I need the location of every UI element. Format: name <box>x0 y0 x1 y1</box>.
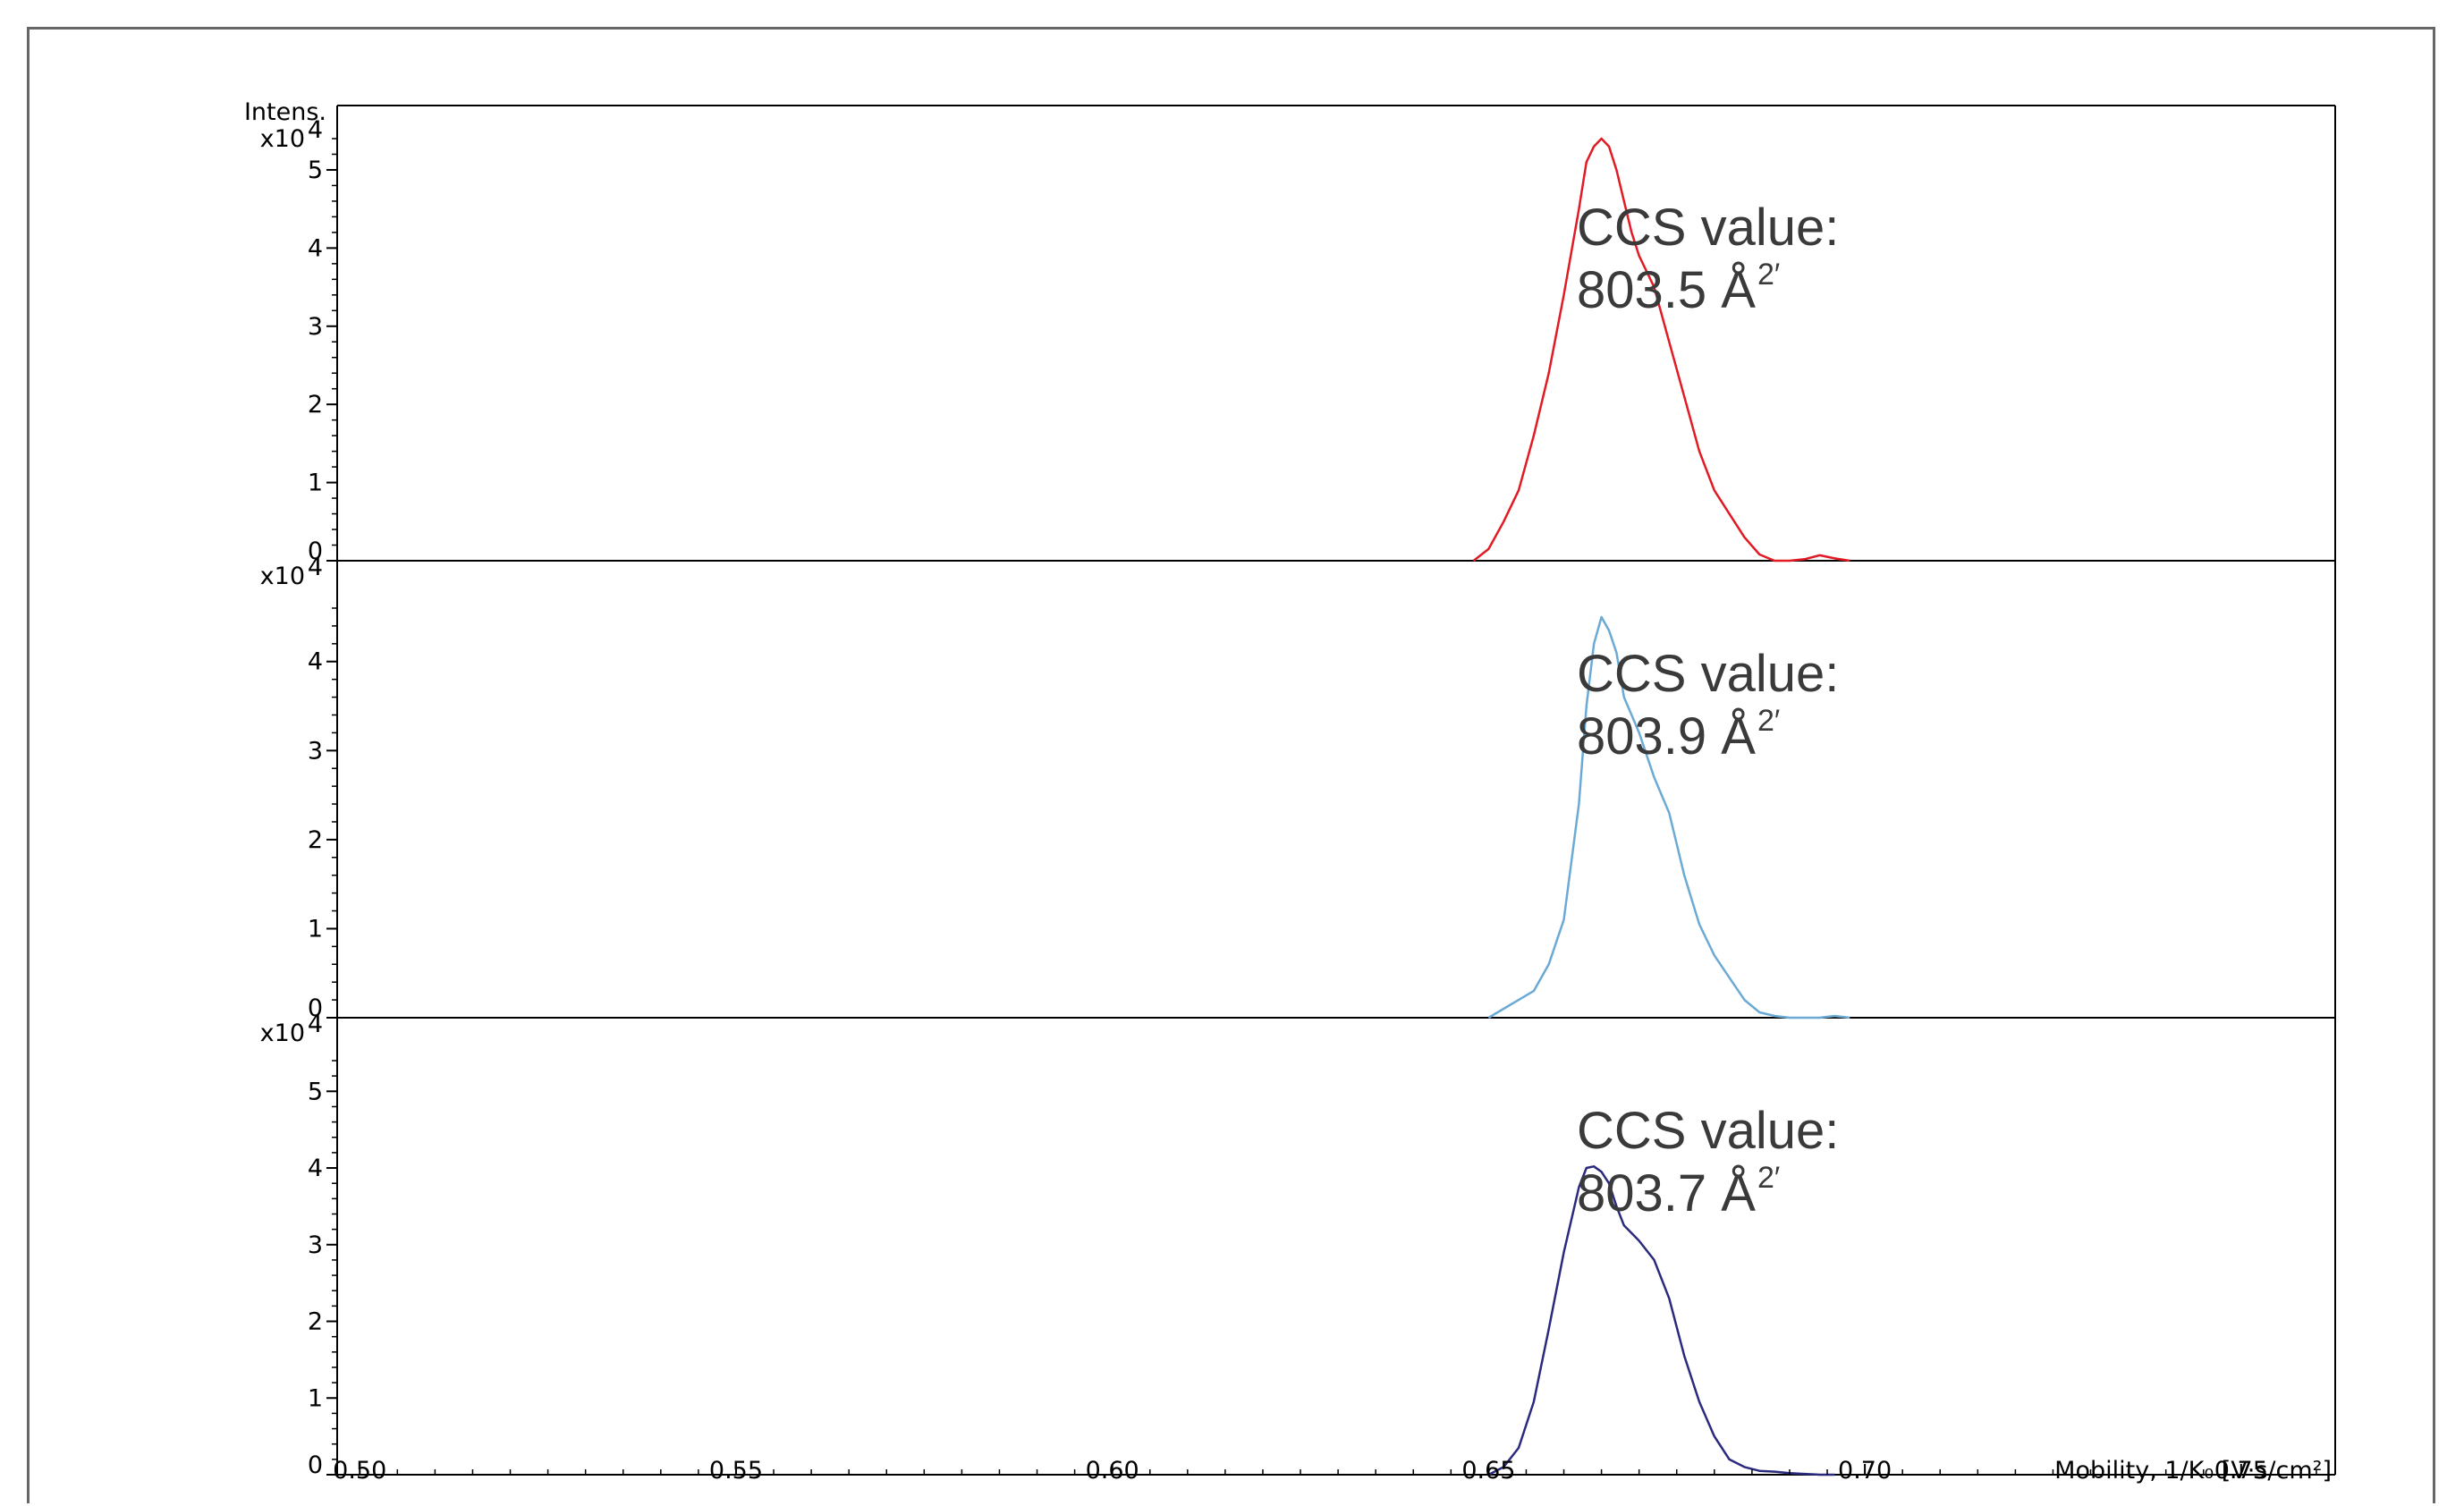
y-tick-label: 0 <box>308 994 323 1022</box>
y-tick-label: 1 <box>308 1384 323 1412</box>
series-trace <box>1487 615 1850 1020</box>
y-tick-label: 2 <box>308 391 323 419</box>
y-scale-exponent: 4 <box>308 554 323 581</box>
x-tick-label: 0.55 <box>709 1457 763 1485</box>
y-scale-exponent: 4 <box>308 1011 323 1038</box>
y-tick-label: 2 <box>308 826 323 854</box>
y-tick-label: 3 <box>308 737 323 765</box>
y-tick-label: 4 <box>308 648 323 676</box>
x-tick-label: 0.60 <box>1086 1457 1139 1485</box>
ccs-value: 803.5 Å <box>1577 261 1756 319</box>
x-axis-title: Mobility, 1/K₀ [V·s/cm²] <box>2054 1457 2332 1485</box>
y-scale-label: x10 <box>260 1020 305 1047</box>
y-tick-label: 0 <box>308 537 323 565</box>
y-tick-label: 4 <box>308 234 323 262</box>
y-tick-label: 1 <box>308 915 323 943</box>
y-tick-label: 0 <box>308 1451 323 1479</box>
x-tick-label: 0.75 <box>2214 1457 2268 1485</box>
ccs-value-superscript: 2′ <box>1757 1161 1780 1195</box>
ccs-value-superscript: 2′ <box>1757 258 1780 292</box>
x-tick-label: 0.65 <box>1461 1457 1515 1485</box>
ccs-value-superscript: 2′ <box>1757 704 1780 738</box>
y-tick-label: 1 <box>308 470 323 497</box>
y-tick-label: 3 <box>308 313 323 341</box>
y-tick-label: 5 <box>308 1078 323 1105</box>
y-tick-label: 2 <box>308 1308 323 1336</box>
ccs-value: 803.7 Å <box>1577 1164 1756 1223</box>
y-tick-label: 5 <box>308 157 323 184</box>
x-tick-label: 0.50 <box>333 1457 386 1485</box>
y-tick-label: 3 <box>308 1231 323 1259</box>
y-axis-title: Intens. <box>244 98 326 126</box>
y-scale-exponent: 4 <box>308 116 323 144</box>
y-tick-label: 4 <box>308 1155 323 1182</box>
y-scale-label: x10 <box>260 563 305 590</box>
chart-frame: Intens. 0 1 2 3 4 5 x10 4 CCS value: 803.5 Å 2′ 0 1 2 3… <box>27 27 2435 1503</box>
ccs-label: CCS value: <box>1577 199 1839 257</box>
series-trace <box>1487 1165 1835 1476</box>
ccs-label: CCS value: <box>1577 1102 1839 1160</box>
ccs-value: 803.9 Å <box>1577 707 1756 766</box>
x-tick-label: 0.70 <box>1838 1457 1892 1485</box>
y-scale-label: x10 <box>260 125 305 153</box>
ccs-label: CCS value: <box>1577 645 1839 703</box>
series-trace <box>1472 137 1850 563</box>
